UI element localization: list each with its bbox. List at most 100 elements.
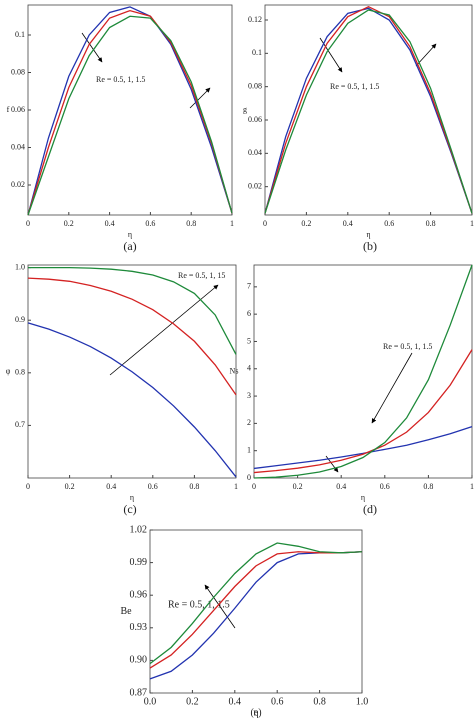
- x-tick-label: 0.6: [380, 482, 390, 491]
- y-tick-label: 0.08: [248, 81, 262, 90]
- plot-frame: [253, 264, 473, 479]
- caption: (c): [123, 502, 136, 516]
- y-axis-label: f: [7, 105, 10, 114]
- y-tick-label: 0.04: [248, 148, 262, 157]
- x-tick-label: 0.2: [64, 219, 74, 228]
- x-axis-label: η: [361, 493, 365, 502]
- line-series: [264, 9, 473, 214]
- y-axis-label: Ns: [230, 366, 239, 375]
- x-axis-label: η: [253, 707, 258, 718]
- line-series: [27, 6, 233, 216]
- line-series: [27, 322, 237, 478]
- y-tick-label: 4: [247, 364, 251, 373]
- panel: 0.87 0.90 0.93 0.96 0.99 1.02 0.0 0.2 0.4 0.6 0.8 1…: [120, 524, 368, 718]
- y-tick-label: 0.93: [130, 622, 148, 633]
- y-tick-label: 2: [247, 418, 251, 427]
- y-tick-label: 1: [247, 446, 251, 455]
- line-series: [27, 15, 233, 216]
- x-tick-label: 0.6: [271, 696, 284, 707]
- y-tick-label: 7: [247, 282, 251, 291]
- line-series: [253, 349, 473, 474]
- line-series: [149, 551, 363, 680]
- y-tick-label: 0.7: [15, 420, 25, 429]
- arrow: [81, 32, 103, 63]
- annotation: Re = 0.5, 1, 15: [178, 271, 225, 280]
- y-tick-label: 0.8: [15, 368, 25, 377]
- line-series: [253, 426, 473, 470]
- y-tick-label: 0.06: [11, 105, 25, 114]
- y-tick-label: 1.02: [130, 524, 148, 535]
- x-axis-label: η: [128, 230, 132, 239]
- arrow: [189, 87, 211, 109]
- x-axis-label: η: [130, 493, 134, 502]
- x-tick-label: 0: [26, 482, 30, 491]
- x-tick-label: 1: [470, 219, 474, 228]
- y-tick-label: 1.0: [15, 262, 25, 271]
- line-series: [264, 5, 473, 214]
- panel: 0.02 0.04 0.06 0.08 0.1 0 0.2 0.4 0.6 0.8 1 η f (a) Re…: [7, 4, 234, 253]
- y-tick-label: 0.12: [248, 15, 262, 24]
- arrow: [109, 284, 219, 376]
- y-tick-label: 0.9: [15, 315, 25, 324]
- y-tick-label: 0: [247, 473, 251, 482]
- x-tick-label: 0.8: [313, 696, 326, 707]
- y-tick-label: 0.04: [11, 142, 25, 151]
- plot-frame: [264, 4, 473, 216]
- x-tick-label: 0.8: [189, 482, 199, 491]
- y-tick-label: 3: [247, 391, 251, 400]
- y-axis-label: g: [243, 105, 247, 114]
- x-tick-label: 0.4: [336, 482, 346, 491]
- x-tick-label: 0.4: [105, 219, 115, 228]
- x-tick-label: 1: [470, 482, 474, 491]
- y-tick-label: 0.02: [11, 180, 25, 189]
- y-tick-label: 5: [247, 336, 251, 345]
- y-tick-label: 0.06: [248, 115, 262, 124]
- line-series: [149, 542, 363, 665]
- y-tick-label: 0.1: [15, 30, 25, 39]
- x-tick-label: 0.2: [65, 482, 75, 491]
- x-tick-label: 0.0: [144, 696, 157, 707]
- x-tick-label: 0.8: [423, 482, 433, 491]
- caption: (d): [363, 502, 377, 516]
- line-series: [149, 551, 363, 669]
- x-tick-label: 0.4: [343, 219, 353, 228]
- arrow: [371, 352, 413, 424]
- y-axis-label: Be: [120, 606, 132, 617]
- x-tick-label: 0.8: [186, 219, 196, 228]
- plot-frame: [27, 264, 237, 479]
- x-tick-label: 0.2: [301, 219, 311, 228]
- x-tick-label: 1.0: [356, 696, 369, 707]
- caption: (e): [250, 707, 261, 718]
- caption: (a): [123, 239, 136, 253]
- annotation: Re = 0.5, 1, 1.5: [383, 342, 432, 351]
- y-tick-label: 0.99: [130, 557, 148, 568]
- x-tick-label: 0: [252, 482, 256, 491]
- x-tick-label: 0.4: [229, 696, 242, 707]
- x-tick-label: 0.6: [145, 219, 155, 228]
- x-tick-label: 0.6: [148, 482, 158, 491]
- y-tick-label: 0.96: [130, 589, 148, 600]
- y-tick-label: 0.90: [130, 655, 148, 666]
- x-tick-label: 1: [230, 219, 234, 228]
- line-series: [28, 266, 237, 355]
- caption: (b): [363, 239, 377, 253]
- arrow: [204, 584, 236, 629]
- x-tick-label: 0.8: [426, 219, 436, 228]
- y-axis-label: φ: [6, 366, 11, 375]
- x-tick-label: 0.6: [384, 219, 394, 228]
- y-tick-label: 0.1: [252, 48, 262, 57]
- panel: 0.02 0.04 0.06 0.08 0.1 0.12 0 0.2 0.4 0.6 0.8 1 η g (…: [243, 4, 474, 253]
- x-tick-label: 1: [234, 482, 238, 491]
- x-tick-label: 0: [26, 219, 30, 228]
- y-tick-label: 0.87: [130, 687, 148, 698]
- annotation: Re = 0.5, 1, 1.5: [96, 75, 145, 84]
- x-axis-label: η: [366, 230, 370, 239]
- x-tick-label: 0: [263, 219, 267, 228]
- x-tick-label: 0.2: [186, 696, 199, 707]
- annotation: Re = 0.5, 1, 1.5: [330, 82, 379, 91]
- line-series: [253, 264, 473, 479]
- panel: 0.7 0.8 0.9 1.0 0 0.2 0.4 0.6 0.8 1 η φ (c) Re = 0.5,…: [6, 262, 238, 515]
- annotation: Re = 0.5, 1, 1.5: [168, 599, 230, 610]
